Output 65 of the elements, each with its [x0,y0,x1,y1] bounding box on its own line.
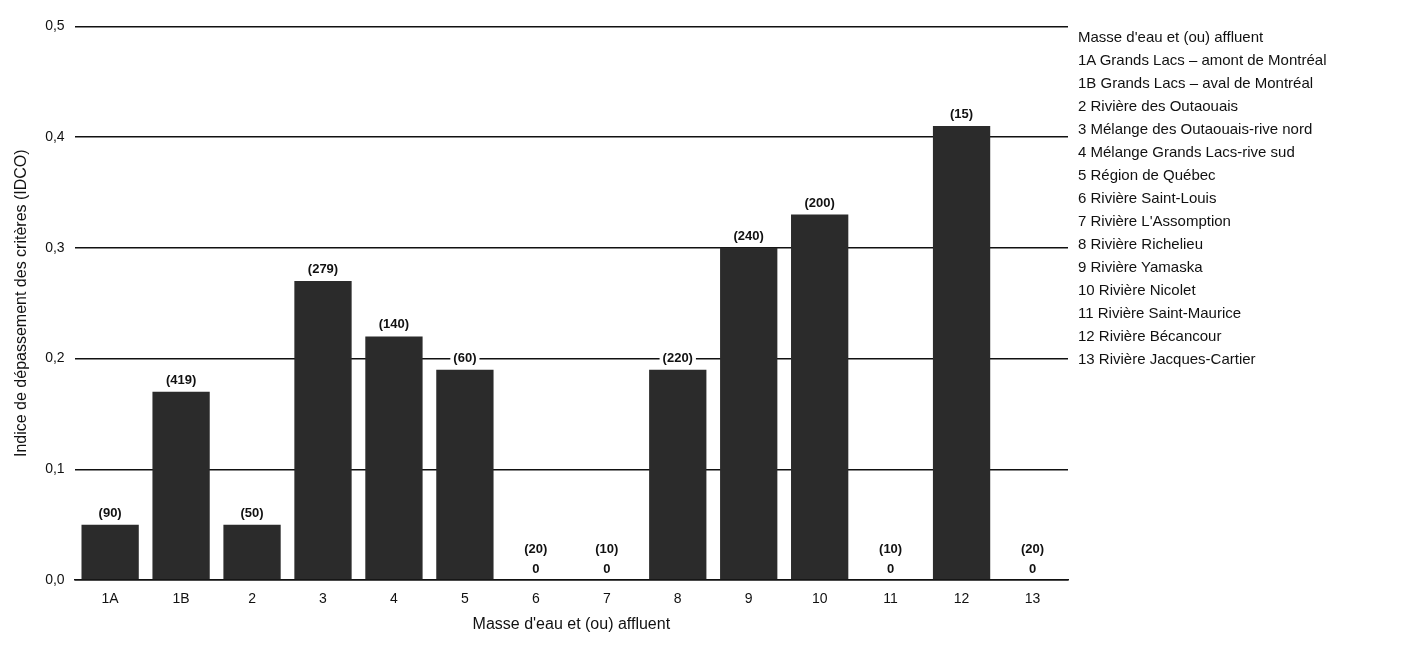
text: 7 Rivière L'Assomption [1078,212,1232,230]
y-tick-label: 0,2 [45,349,65,366]
x-tick-label: 13 [1024,590,1041,607]
text: 13 Rivière Jacques-Cartier [1078,350,1257,368]
text: 9 Rivière Yamaska [1078,258,1204,276]
x-tick-label: 12 [953,590,970,607]
bar [223,524,281,580]
annotation: (10) [595,541,619,557]
annotation: (60) [453,349,477,365]
x-tick-label: 7 [602,590,611,607]
text: 1A Grands Lacs – amont de Montréal [1078,51,1328,69]
x-tick-label: 5 [461,590,469,607]
annotation: (10) [879,541,903,557]
annotation: (20) [524,541,548,557]
data-label: 0 [603,561,611,577]
x-tick-label: 9 [744,590,753,607]
data-label: 0 [1028,561,1037,577]
x-tick-label: 3 [319,590,328,607]
text: 4 Mélange Grands Lacs-rive sud [1078,143,1296,161]
x-tick-label: 2 [248,590,257,607]
text: 11 Rivière Saint-Maurice [1078,304,1243,322]
y-tick-label: 0,0 [45,570,65,587]
text: Masse d'eau et (ou) affluent [1078,28,1265,45]
bar [791,214,849,580]
text: 12 Rivière Bécancour [1078,327,1223,345]
x-tick-label: 4 [390,590,399,607]
x-tick-label: 6 [531,590,540,607]
text: 5 Région de Québec [1078,166,1217,184]
text: 10 Rivière Nicolet [1078,281,1197,299]
x-tick-label: 1B [172,590,190,607]
data-label: 0 [887,561,895,577]
bar [436,369,494,580]
bar [649,369,707,580]
bar [720,247,778,580]
x-tick-label: 8 [673,590,682,607]
bar [365,336,423,580]
annotation: (279) [307,261,339,277]
y-tick-label: 0,5 [45,17,65,34]
bar [294,281,352,580]
annotation: (15) [950,106,974,122]
text: 2 Rivière des Outaouais [1078,97,1240,115]
data-label: 0 [532,561,540,577]
annotation: (140) [378,316,410,332]
annotation: (20) [1020,541,1045,557]
text: 8 Rivière Richelieu [1078,235,1205,253]
x-tick-label: 10 [811,590,828,607]
annotation: (240) [733,227,764,243]
annotation: (50) [240,504,264,520]
text: 6 Rivière Saint-Louis [1078,189,1218,207]
x-axis-title: Masse d'eau et (ou) affluent [472,614,671,632]
bar [932,126,991,580]
x-tick-label: 1A [101,590,120,607]
y-axis-title: Indice de dépassement des critères (IDCO) [12,149,30,458]
y-tick-label: 0,3 [45,238,65,255]
y-tick-label: 0,4 [45,127,65,144]
annotation: (419) [165,371,197,387]
y-tick-label: 0,1 [45,460,65,477]
text: 3 Mélange des Outaouais-rive nord [1078,120,1314,138]
annotation: (200) [804,194,835,210]
bar [152,391,210,580]
annotation: (220) [662,349,693,365]
annotation: (90) [98,504,122,520]
x-tick-label: 11 [883,590,899,607]
bar [81,524,139,580]
text: 1B Grands Lacs – aval de Montréal [1078,74,1315,92]
